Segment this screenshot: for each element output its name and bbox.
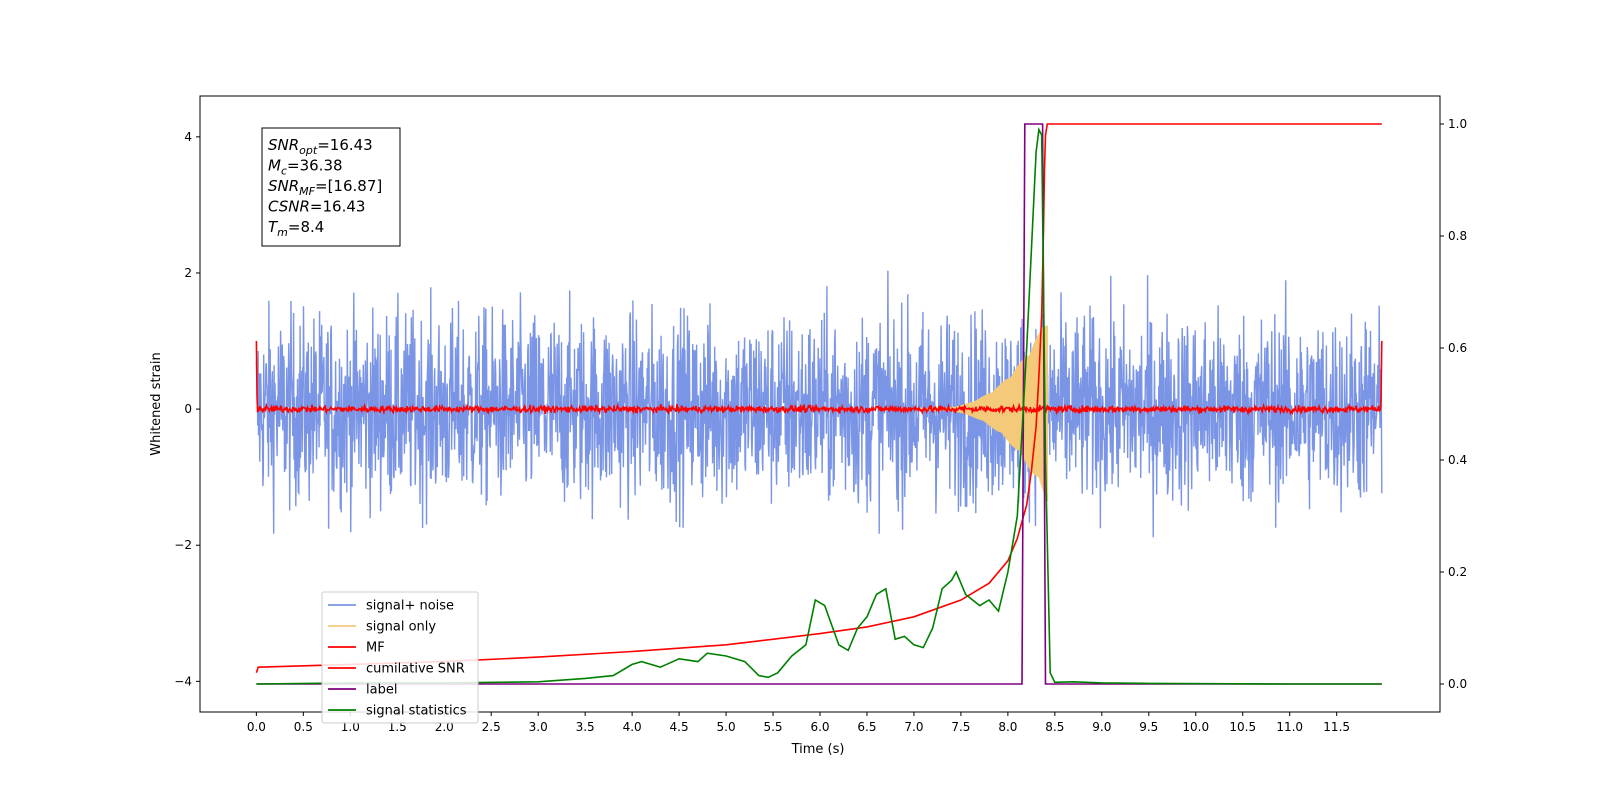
x-tick-label: 0.0	[247, 720, 266, 734]
y-tick-label: 4	[184, 130, 192, 144]
legend-entry: signal statistics	[366, 704, 467, 719]
y2-tick-label: 0.4	[1448, 453, 1467, 467]
x-tick-label: 3.5	[576, 720, 595, 734]
legend-entry: label	[366, 683, 397, 698]
series-signal-noise	[255, 270, 1383, 538]
annotation-line: Mc=36.38	[268, 157, 343, 178]
x-tick-label: 4.0	[623, 720, 642, 734]
annotation-line: CSNR=16.43	[268, 198, 365, 216]
legend-entry: signal+ noise	[366, 599, 454, 614]
series-layer	[255, 123, 1383, 685]
x-tick-label: 11.5	[1323, 720, 1350, 734]
y-tick-label: −4	[174, 674, 192, 688]
series-mf	[255, 340, 1383, 417]
annotation-line: SNRMF=[16.87]	[268, 177, 382, 198]
x-tick-label: 6.0	[810, 720, 829, 734]
annotation-line: Tm=8.4	[268, 218, 324, 239]
x-tick-label: 2.5	[482, 720, 501, 734]
annotation-line: SNRopt=16.43	[268, 136, 373, 157]
x-tick-label: 5.0	[717, 720, 736, 734]
x-tick-label: 10.5	[1229, 720, 1256, 734]
x-tick-label: 9.0	[1092, 720, 1111, 734]
y2-tick-label: 0.6	[1448, 341, 1467, 355]
y2-tick-label: 1.0	[1448, 117, 1467, 131]
legend-frame	[321, 591, 479, 724]
y2-tick-label: 0.8	[1448, 229, 1467, 243]
x-tick-label: 11.0	[1276, 720, 1303, 734]
y-tick-label: 2	[184, 266, 192, 280]
y-tick-label: 0	[184, 402, 192, 416]
series-label	[256, 123, 1382, 685]
legend-entry: cumilative SNR	[366, 662, 465, 677]
y2-tick-label: 0.0	[1448, 677, 1467, 691]
x-tick-label: 5.5	[763, 720, 782, 734]
annotation-box: SNRopt=16.43Mc=36.38SNRMF=[16.87]CSNR=16…	[261, 127, 401, 247]
legend-entry: MF	[366, 641, 385, 656]
y-axis-label: Whitened strain	[149, 352, 164, 455]
annotation-frame	[261, 127, 401, 247]
y2-tick-label: 0.2	[1448, 565, 1467, 579]
x-tick-label: 9.5	[1139, 720, 1158, 734]
series-cumilative-snr	[255, 123, 1382, 674]
x-tick-label: 6.5	[857, 720, 876, 734]
x-tick-label: 8.5	[1045, 720, 1064, 734]
x-tick-label: 10.0	[1182, 720, 1209, 734]
y-tick-label: −2	[174, 538, 192, 552]
x-axis-label: Time (s)	[791, 742, 845, 757]
x-tick-label: 3.0	[529, 720, 548, 734]
x-tick-label: 7.0	[904, 720, 923, 734]
legend-entry: signal only	[366, 620, 436, 635]
legend: signal+ noise signal only MF cumilative SNR…	[321, 591, 479, 724]
x-tick-label: 4.5	[670, 720, 689, 734]
series-signal-statistics	[256, 126, 1382, 685]
x-tick-label: 0.5	[294, 720, 313, 734]
x-tick-label: 8.0	[998, 720, 1017, 734]
x-tick-label: 7.5	[951, 720, 970, 734]
